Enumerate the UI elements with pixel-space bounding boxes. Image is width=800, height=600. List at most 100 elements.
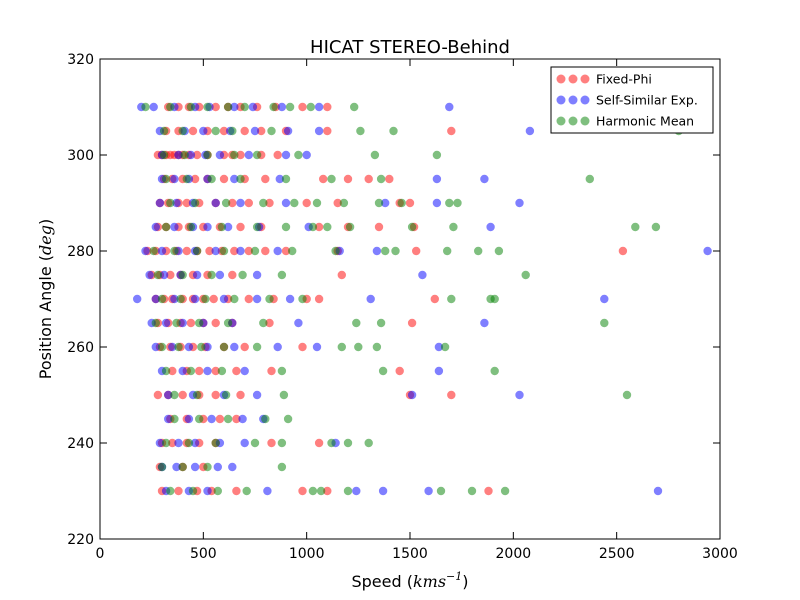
data-point-self-similar-exp--95	[240, 366, 249, 376]
data-point-harmonic-mean-54	[449, 222, 458, 232]
data-point-harmonic-mean-18	[159, 150, 169, 160]
data-point-harmonic-mean-13	[228, 126, 237, 136]
data-point-fixed-phi-135	[178, 390, 187, 400]
data-point-harmonic-mean-63	[331, 246, 340, 256]
data-point-fixed-phi-54	[228, 198, 237, 208]
data-point-harmonic-mean-57	[149, 246, 158, 256]
data-point-fixed-phi-19	[323, 126, 332, 136]
data-point-harmonic-mean-34	[166, 198, 175, 208]
data-point-self-similar-exp--78	[161, 318, 171, 328]
data-point-fixed-phi-84	[281, 246, 291, 256]
data-point-fixed-phi-83	[261, 246, 270, 256]
data-point-fixed-phi-144	[215, 414, 225, 424]
data-point-self-similar-exp--94	[203, 366, 212, 376]
data-point-harmonic-mean-133	[308, 486, 318, 496]
data-point-self-similar-exp--110	[190, 438, 200, 448]
data-point-harmonic-mean-83	[490, 294, 499, 304]
data-point-harmonic-mean-107	[170, 390, 179, 400]
data-point-harmonic-mean-120	[250, 438, 260, 448]
data-point-harmonic-mean-19	[180, 150, 189, 160]
data-point-harmonic-mean-76	[176, 294, 185, 304]
data-point-harmonic-mean-113	[195, 414, 204, 424]
data-point-harmonic-mean-43	[445, 198, 454, 208]
data-point-self-similar-exp--61	[145, 270, 154, 280]
legend-marker-1-0	[556, 95, 566, 105]
data-point-harmonic-mean-135	[343, 486, 353, 496]
data-point-harmonic-mean-84	[151, 318, 160, 328]
data-point-harmonic-mean-78	[230, 294, 239, 304]
data-point-self-similar-exp--73	[252, 294, 262, 304]
data-point-harmonic-mean-103	[217, 366, 227, 376]
data-point-self-similar-exp--9	[445, 102, 454, 112]
data-point-self-similar-exp--51	[141, 246, 150, 256]
data-point-fixed-phi-104	[244, 294, 253, 304]
data-point-harmonic-mean-68	[494, 246, 504, 256]
data-point-harmonic-mean-69	[153, 270, 163, 280]
data-point-self-similar-exp--70	[170, 294, 179, 304]
data-point-fixed-phi-77	[182, 246, 191, 256]
data-point-harmonic-mean-48	[252, 222, 262, 232]
data-point-harmonic-mean-32	[376, 174, 386, 184]
data-point-harmonic-mean-95	[219, 342, 229, 352]
data-point-fixed-phi-117	[407, 318, 417, 328]
data-point-self-similar-exp--30	[230, 174, 239, 184]
data-point-harmonic-mean-126	[178, 462, 187, 472]
y-axis-label-close: )	[36, 219, 55, 225]
data-point-self-similar-exp--72	[219, 294, 229, 304]
data-point-harmonic-mean-130	[188, 486, 198, 496]
data-point-harmonic-mean-75	[157, 294, 167, 304]
data-point-self-similar-exp--57	[273, 246, 282, 256]
data-point-harmonic-mean-93	[174, 342, 183, 352]
legend-marker-2-1	[568, 116, 578, 126]
data-point-harmonic-mean-97	[337, 342, 346, 352]
data-point-fixed-phi-56	[265, 198, 274, 208]
data-point-harmonic-mean-129	[166, 486, 175, 496]
x-tick-label-0: 0	[96, 546, 105, 562]
data-point-harmonic-mean-88	[259, 318, 268, 328]
data-point-self-similar-exp--84	[151, 342, 160, 352]
data-point-self-similar-exp--115	[172, 462, 181, 472]
data-point-harmonic-mean-115	[261, 414, 270, 424]
data-point-self-similar-exp--121	[203, 486, 212, 496]
y-tick-label-3: 280	[67, 244, 94, 260]
data-point-harmonic-mean-80	[298, 294, 307, 304]
data-point-harmonic-mean-52	[345, 222, 355, 232]
data-point-fixed-phi-124	[240, 342, 249, 352]
data-point-fixed-phi-69	[314, 222, 324, 232]
data-point-harmonic-mean-127	[203, 462, 212, 472]
y-tick-label-1: 240	[67, 436, 94, 452]
data-point-fixed-phi-10	[323, 102, 332, 112]
data-point-self-similar-exp--23	[244, 150, 253, 160]
data-point-harmonic-mean-6	[269, 102, 278, 112]
data-point-self-similar-exp--123	[352, 486, 361, 496]
data-point-self-similar-exp--66	[252, 270, 262, 280]
legend-marker-1-2	[580, 95, 590, 105]
data-point-harmonic-mean-98	[354, 342, 363, 352]
data-point-fixed-phi-151	[267, 438, 276, 448]
x-axis-label-open: (	[407, 572, 413, 591]
data-point-self-similar-exp--76	[600, 294, 609, 304]
data-point-harmonic-mean-132	[242, 486, 251, 496]
y-tick-label-4: 300	[67, 148, 94, 164]
x-tick-label-3: 1500	[392, 546, 428, 562]
data-point-harmonic-mean-85	[172, 318, 181, 328]
data-point-self-similar-exp--27	[170, 174, 179, 184]
y-axis-label-open: (	[36, 255, 55, 261]
data-point-self-similar-exp--6	[248, 102, 258, 112]
data-point-fixed-phi-71	[374, 222, 384, 232]
data-point-harmonic-mean-81	[447, 294, 456, 304]
data-point-harmonic-mean-136	[436, 486, 446, 496]
data-point-self-similar-exp--124	[378, 486, 388, 496]
data-point-self-similar-exp--40	[381, 198, 390, 208]
data-point-harmonic-mean-108	[192, 390, 202, 400]
data-point-harmonic-mean-122	[327, 438, 336, 448]
data-point-harmonic-mean-94	[197, 342, 206, 352]
data-point-self-similar-exp--1	[149, 102, 158, 112]
data-point-harmonic-mean-29	[236, 174, 245, 184]
data-point-fixed-phi-161	[298, 486, 307, 496]
legend-frame	[550, 66, 714, 134]
data-point-self-similar-exp--31	[275, 174, 284, 184]
data-point-fixed-phi-39	[190, 174, 200, 184]
data-point-harmonic-mean-131	[213, 486, 222, 496]
